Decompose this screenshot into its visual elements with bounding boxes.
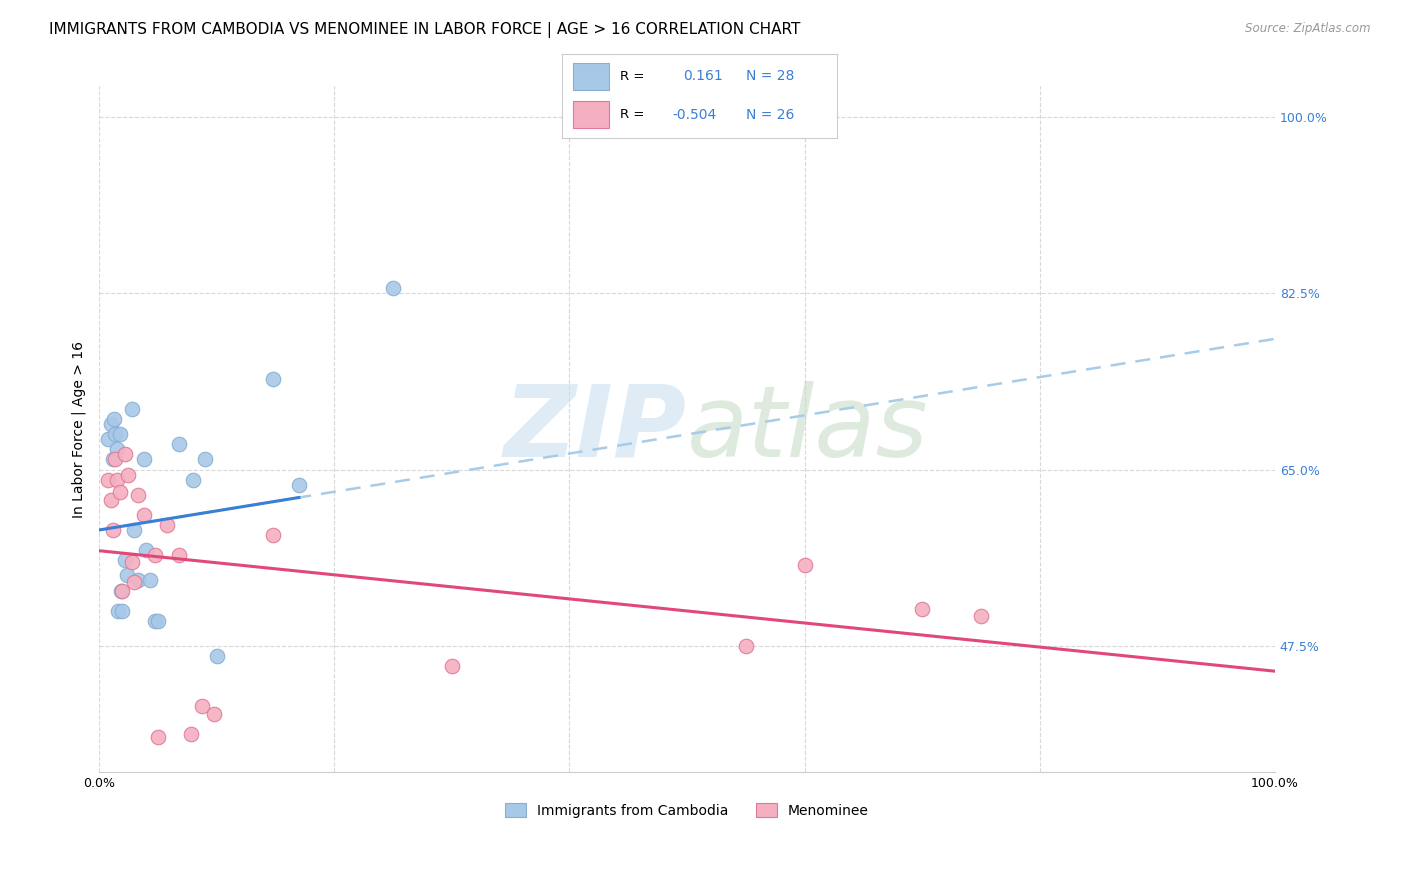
Text: ZIP: ZIP [503,381,688,478]
Point [108,427,131,442]
Point [135,543,157,558]
Point [100,417,122,432]
Point [440,659,463,673]
Point [114,447,136,461]
Text: N = 26: N = 26 [747,108,794,121]
Bar [574,101,609,128]
Point [97,432,120,446]
Point [121,402,143,417]
Text: R =: R = [620,70,644,83]
Point [288,477,311,491]
Point [105,442,128,457]
Point [111,583,134,598]
Point [146,614,169,628]
Point [108,484,131,499]
Point [138,574,160,588]
Text: Source: ZipAtlas.com: Source: ZipAtlas.com [1246,22,1371,36]
Point [127,574,149,588]
Point [103,412,125,426]
Point [191,699,214,714]
Point [122,575,145,590]
Point [101,452,124,467]
Point [97,473,120,487]
Point [127,488,149,502]
Point [911,601,934,615]
Text: -0.504: -0.504 [672,108,716,121]
Text: IMMIGRANTS FROM CAMBODIA VS MENOMINEE IN LABOR FORCE | AGE > 16 CORRELATION CHAR: IMMIGRANTS FROM CAMBODIA VS MENOMINEE IN… [49,22,800,38]
Point [105,473,128,487]
Text: 0.161: 0.161 [683,70,723,83]
Point [145,614,167,628]
Point [110,583,132,598]
Point [114,553,136,567]
Point [121,555,143,569]
Point [107,604,129,618]
Point [156,518,179,533]
Point [104,427,127,442]
Point [104,452,127,467]
Point [132,452,155,467]
Point [180,727,202,741]
Bar [574,62,609,90]
Text: N = 28: N = 28 [747,70,794,83]
Point [100,492,122,507]
Point [132,508,155,522]
Point [262,528,284,542]
Point [194,452,217,467]
Point [205,649,228,664]
Text: R =: R = [620,108,644,121]
Point [111,604,134,618]
Point [262,372,284,386]
Point [117,467,139,482]
Point [101,523,124,537]
Point [146,730,169,744]
Point [381,281,404,295]
Point [122,523,145,537]
Point [181,473,204,487]
Point [793,558,815,573]
Point [115,568,138,582]
Y-axis label: In Labor Force | Age > 16: In Labor Force | Age > 16 [72,341,86,517]
Point [167,548,190,562]
Point [202,706,225,721]
Legend: Immigrants from Cambodia, Menominee: Immigrants from Cambodia, Menominee [499,797,875,823]
Text: atlas: atlas [688,381,928,478]
Point [970,608,993,623]
Point [145,548,167,562]
Point [167,437,190,451]
Point [734,639,756,653]
